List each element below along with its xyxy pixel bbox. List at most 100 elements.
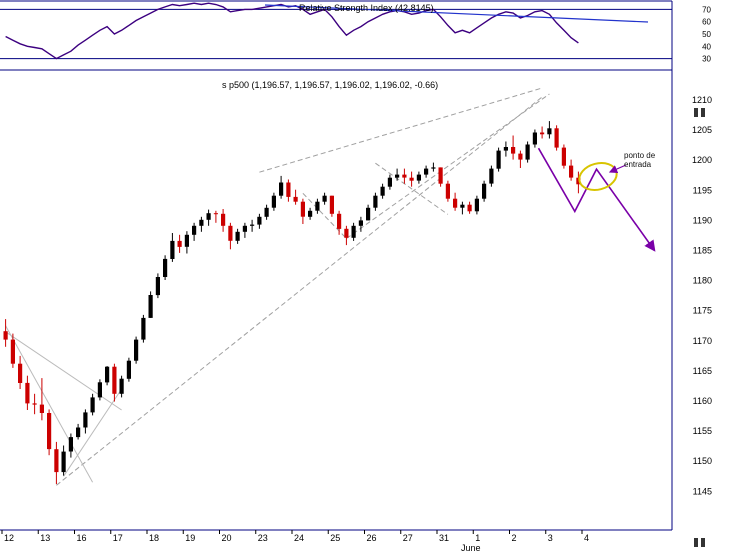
candle-body bbox=[453, 198, 458, 208]
price-quote-line: s p500 (1,196.57, 1,196.57, 1,196.02, 1,… bbox=[222, 80, 439, 90]
candle-body bbox=[141, 317, 146, 340]
candle-body bbox=[242, 225, 247, 232]
candle-body bbox=[199, 219, 204, 226]
candle-body bbox=[460, 204, 465, 208]
trendline[interactable] bbox=[5, 331, 122, 411]
candle-body bbox=[431, 167, 436, 169]
x-axis-day-label: 20 bbox=[222, 533, 232, 543]
candle-body bbox=[83, 412, 88, 428]
price-axis-label: 1175 bbox=[693, 306, 712, 316]
x-axis-day-label: 23 bbox=[258, 533, 268, 543]
candle-body bbox=[134, 339, 139, 361]
candle-body bbox=[126, 360, 131, 379]
candle-body bbox=[540, 132, 545, 135]
price-panel: 1210 1205 1200 1195 1190 1185 1180 1175 1170 1165… bbox=[5, 87, 712, 496]
edge-bar bbox=[694, 538, 698, 547]
price-axis-label: 1205 bbox=[692, 125, 712, 135]
candle-body bbox=[576, 177, 581, 185]
rsi-axis-label: 50 bbox=[702, 30, 711, 39]
entry-ellipse[interactable] bbox=[576, 159, 619, 194]
candle-body bbox=[569, 165, 574, 178]
x-axis-day-label: 31 bbox=[439, 533, 449, 543]
x-axis-day-label: 2 bbox=[512, 533, 517, 543]
candle-body bbox=[438, 167, 443, 184]
entry-label-line1: ponto de bbox=[624, 151, 656, 160]
candle-body bbox=[380, 186, 385, 196]
rsi-line bbox=[5, 2, 579, 60]
candles bbox=[3, 121, 581, 485]
candle-body bbox=[416, 174, 421, 181]
candle-body bbox=[264, 207, 269, 217]
price-axis-label: 1160 bbox=[693, 396, 712, 406]
rsi-axis-label: 70 bbox=[702, 5, 711, 14]
rsi-axis-label: 60 bbox=[702, 18, 711, 27]
candle-body bbox=[300, 201, 305, 217]
x-axis-day-label: 3 bbox=[548, 533, 553, 543]
candle-body bbox=[271, 195, 276, 208]
price-axis-label: 1210 bbox=[692, 95, 712, 105]
price-axis-label: 1155 bbox=[693, 426, 712, 436]
candle-body bbox=[25, 382, 30, 404]
candle-body bbox=[97, 382, 102, 398]
trendline[interactable] bbox=[5, 325, 94, 483]
candle-body bbox=[90, 397, 95, 413]
rsi-trendline[interactable] bbox=[264, 4, 649, 23]
edge-bar bbox=[694, 108, 698, 117]
candle-body bbox=[68, 437, 73, 452]
candle-body bbox=[105, 366, 110, 383]
candle-body bbox=[112, 366, 117, 394]
candle-body bbox=[148, 295, 153, 318]
candle-body bbox=[467, 204, 472, 212]
price-axis-label: 1190 bbox=[693, 215, 712, 225]
entry-label-line2: entrada bbox=[624, 160, 652, 169]
panel-borders bbox=[0, 0, 673, 531]
candle-body bbox=[554, 128, 559, 148]
candle-body bbox=[322, 195, 327, 202]
candle-body bbox=[315, 201, 320, 211]
trendline[interactable] bbox=[346, 93, 550, 239]
candle-body bbox=[395, 174, 400, 178]
candle-body bbox=[257, 216, 262, 225]
candle-body bbox=[286, 182, 291, 197]
forecast-arrow[interactable] bbox=[537, 147, 656, 252]
candle-body bbox=[18, 363, 23, 383]
x-axis-day-label: 26 bbox=[367, 533, 377, 543]
candle-body bbox=[170, 240, 175, 259]
candle-body bbox=[76, 427, 81, 438]
candle-body bbox=[532, 132, 537, 145]
candle-body bbox=[503, 147, 508, 151]
price-axis-label: 1180 bbox=[693, 276, 712, 286]
candle-body bbox=[445, 183, 450, 199]
candle-body bbox=[10, 339, 15, 364]
candle-body bbox=[39, 404, 44, 413]
x-axis-day-label: 4 bbox=[584, 533, 589, 543]
candle-body bbox=[409, 177, 414, 181]
entry-pointer-arrow[interactable] bbox=[608, 164, 627, 173]
entry-annotation-label[interactable]: ponto de entrada bbox=[624, 151, 655, 169]
candle-body bbox=[561, 147, 566, 166]
candle-body bbox=[482, 183, 487, 199]
candle-body bbox=[47, 413, 52, 450]
candle-body bbox=[155, 277, 160, 296]
month-label: June bbox=[461, 543, 481, 553]
rsi-title: Relative Strength Index (42.8145) bbox=[299, 3, 434, 13]
trendline[interactable] bbox=[63, 388, 123, 477]
candle-body bbox=[221, 213, 226, 226]
trendline[interactable] bbox=[259, 87, 543, 173]
price-axis-label: 1195 bbox=[693, 185, 712, 195]
trendline[interactable] bbox=[56, 96, 543, 486]
candle-body bbox=[228, 225, 233, 241]
candle-body bbox=[511, 147, 516, 154]
x-axis: 12 13 16 17 18 19 20 23 24 25 26 27 31 1 2 3 4 bbox=[1, 530, 589, 543]
candle-body bbox=[387, 177, 392, 187]
candle-body bbox=[163, 258, 168, 277]
candle-body bbox=[424, 168, 429, 175]
price-axis-label: 1185 bbox=[693, 246, 712, 256]
edge-bar bbox=[701, 108, 705, 117]
x-axis-day-label: 25 bbox=[330, 533, 340, 543]
x-axis-day-label: 12 bbox=[4, 533, 14, 543]
candle-body bbox=[184, 234, 189, 247]
x-axis-day-label: 19 bbox=[185, 533, 195, 543]
trendline[interactable] bbox=[375, 162, 449, 215]
candle-body bbox=[177, 240, 182, 247]
